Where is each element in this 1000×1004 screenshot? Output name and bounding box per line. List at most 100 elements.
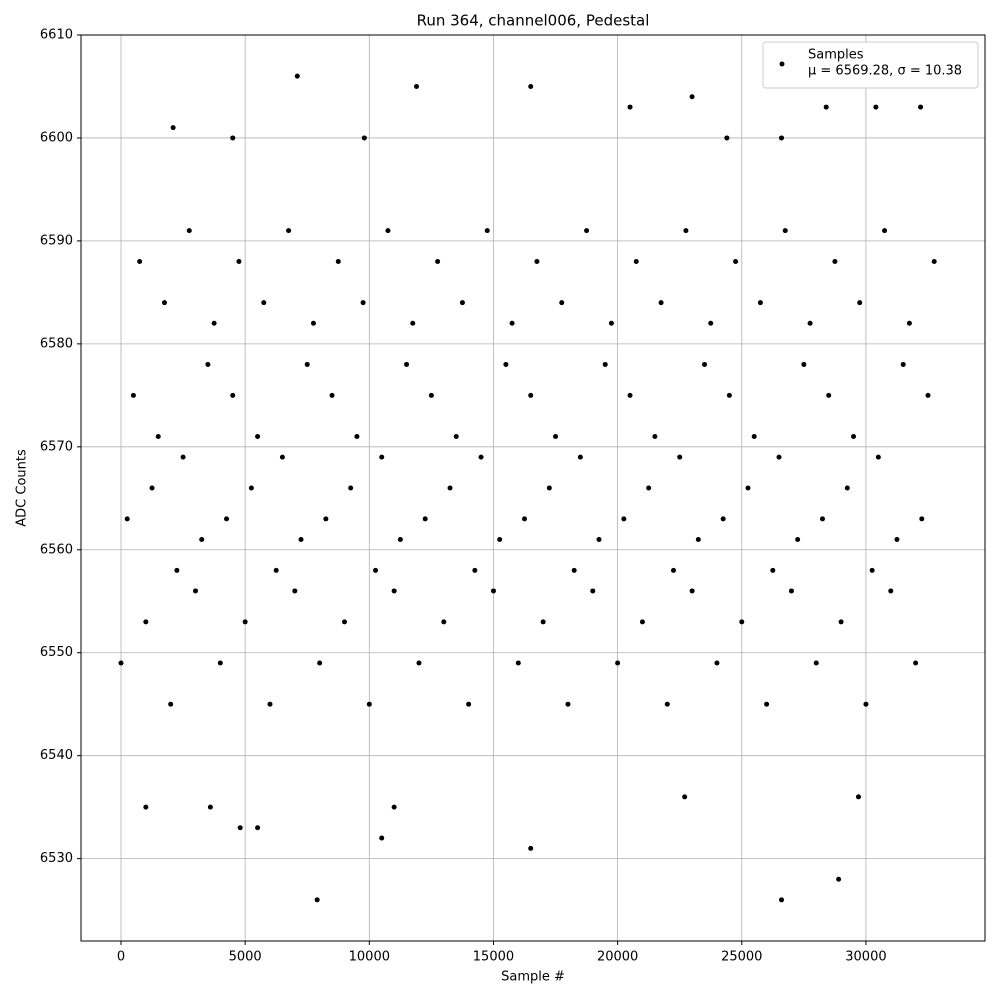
point	[608, 320, 614, 326]
x-tick-label: 10000	[349, 950, 390, 965]
point	[577, 454, 583, 460]
x-tick-label: 30000	[845, 950, 886, 965]
point	[379, 835, 385, 841]
point	[596, 536, 602, 542]
point	[801, 361, 807, 367]
point	[776, 454, 782, 460]
point	[900, 361, 906, 367]
x-tick-label: 15000	[473, 950, 514, 965]
point	[515, 660, 521, 666]
point	[882, 228, 888, 234]
y-tick-label: 6570	[40, 439, 73, 454]
point	[677, 454, 683, 460]
point	[918, 104, 924, 110]
point	[664, 701, 670, 707]
point	[261, 300, 267, 306]
x-tick-label: 20000	[597, 950, 638, 965]
x-tick-label: 5000	[229, 950, 262, 965]
point	[255, 434, 261, 440]
point	[237, 825, 243, 831]
point	[273, 567, 279, 573]
point	[130, 392, 136, 398]
point	[199, 536, 205, 542]
point	[379, 454, 385, 460]
point	[267, 701, 273, 707]
y-tick-label: 6530	[40, 851, 73, 866]
point	[683, 228, 689, 234]
point	[143, 619, 149, 625]
point	[143, 804, 149, 810]
point	[497, 536, 503, 542]
point	[682, 794, 688, 800]
point	[149, 485, 155, 491]
point	[373, 567, 379, 573]
point	[925, 392, 931, 398]
point	[124, 516, 130, 522]
point	[528, 845, 534, 851]
point	[294, 73, 300, 79]
point	[823, 104, 829, 110]
point	[534, 259, 540, 264]
point	[428, 392, 434, 398]
y-tick-label: 6610	[40, 28, 73, 43]
point	[590, 588, 596, 594]
point	[317, 660, 323, 666]
point	[819, 516, 825, 522]
point	[391, 804, 397, 810]
point	[348, 485, 354, 491]
point	[192, 588, 198, 594]
point	[565, 701, 571, 707]
point	[170, 125, 176, 131]
point	[838, 619, 844, 625]
point	[478, 454, 484, 460]
point	[857, 300, 863, 306]
legend-label: Samples	[808, 48, 864, 63]
point	[751, 434, 757, 440]
point	[906, 320, 912, 326]
point	[180, 454, 186, 460]
point	[404, 361, 410, 367]
point	[168, 701, 174, 707]
point	[689, 94, 695, 100]
point	[310, 320, 316, 326]
point	[366, 701, 372, 707]
point	[720, 516, 726, 522]
point	[702, 361, 708, 367]
point	[441, 619, 447, 625]
point	[836, 876, 842, 882]
point	[739, 619, 745, 625]
point	[764, 701, 770, 707]
point	[553, 434, 559, 440]
point	[875, 454, 881, 460]
point	[155, 434, 161, 440]
point	[391, 588, 397, 594]
point	[627, 392, 633, 398]
point	[279, 454, 285, 460]
point	[652, 434, 658, 440]
point	[795, 536, 801, 542]
point	[335, 259, 341, 264]
point	[354, 434, 360, 440]
point	[708, 320, 714, 326]
point	[602, 361, 608, 367]
point	[230, 392, 236, 398]
point	[788, 588, 794, 594]
point	[361, 135, 367, 141]
y-tick-label: 6540	[40, 748, 73, 763]
legend-box	[762, 41, 979, 89]
point	[422, 516, 428, 522]
points	[118, 73, 937, 903]
grid: 0 5000 10000 15000 20000 25000 30000 6530 6540 65…	[40, 28, 985, 965]
y-axis-label: ADC Counts	[15, 449, 30, 527]
point	[137, 259, 143, 264]
point	[855, 794, 861, 800]
point	[453, 434, 459, 440]
x-tick-label: 25000	[721, 950, 762, 965]
point	[522, 516, 528, 522]
point	[447, 485, 453, 491]
point	[658, 300, 664, 306]
point	[844, 485, 850, 491]
point	[832, 259, 838, 264]
